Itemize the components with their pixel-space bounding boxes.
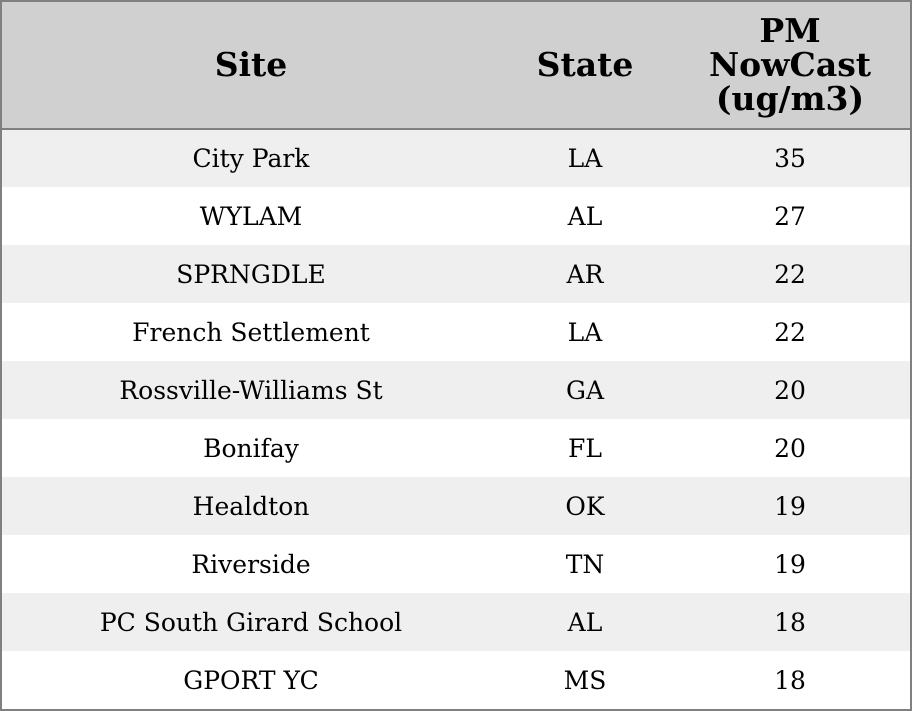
- cell-site: Rossville-Williams St: [119, 375, 383, 405]
- column-header-site: Site: [2, 2, 500, 130]
- cell-state: FL: [568, 433, 602, 463]
- cell-site: SPRNGDLE: [176, 259, 326, 289]
- table-row: PC South Girard School AL 18: [2, 593, 910, 651]
- cell-pm-value: 20: [774, 375, 806, 405]
- cell-state: AL: [567, 607, 603, 637]
- cell-pm-value: 35: [774, 144, 806, 173]
- cell-state: LA: [567, 317, 603, 347]
- cell-site: Bonifay: [203, 433, 299, 463]
- cell-pm-value: 22: [774, 259, 806, 289]
- cell-state: TN: [565, 549, 605, 579]
- column-header-pm-line-1: PM: [759, 11, 821, 50]
- table-row: SPRNGDLE AR 22: [2, 245, 910, 303]
- cell-site: PC South Girard School: [99, 607, 403, 637]
- cell-site: WYLAM: [199, 201, 303, 231]
- header-row: Site State PM NowCast (ug/m3): [2, 2, 910, 130]
- table-row: City Park LA 35: [2, 129, 910, 187]
- cell-state: GA: [565, 375, 605, 405]
- table-row: Rossville-Williams St GA 20: [2, 361, 910, 419]
- cell-site: GPORT YC: [183, 665, 319, 695]
- cell-pm-value: 18: [774, 665, 806, 695]
- table-row: Bonifay FL 20: [2, 419, 910, 477]
- cell-pm-value: 27: [774, 201, 806, 231]
- cell-pm-value: 20: [774, 433, 806, 463]
- table-body: City Park LA 35 WYLAM AL 27 SPRNGDLE AR 22 French…: [2, 129, 910, 709]
- table-row: Healdton OK 19: [2, 477, 910, 535]
- cell-state: MS: [563, 665, 607, 695]
- cell-site: Riverside: [191, 549, 311, 579]
- table-row: Riverside TN 19: [2, 535, 910, 593]
- cell-site: City Park: [192, 144, 310, 173]
- column-header-state: State: [500, 2, 670, 130]
- cell-pm-value: 18: [774, 607, 806, 637]
- cell-pm-value: 19: [774, 549, 806, 579]
- cell-site: Healdton: [192, 491, 310, 521]
- cell-state: AL: [567, 201, 603, 231]
- cell-state: OK: [565, 491, 605, 521]
- cell-pm-value: 19: [774, 491, 806, 521]
- table-row: GPORT YC MS 18: [2, 651, 910, 709]
- cell-state: LA: [567, 144, 603, 173]
- cell-pm-value: 22: [774, 317, 806, 347]
- cell-site: French Settlement: [132, 317, 370, 347]
- column-header-pm-nowcast: PM NowCast (ug/m3): [670, 2, 910, 130]
- table-row: French Settlement LA 22: [2, 303, 910, 361]
- column-header-pm-line-3: (ug/m3): [715, 79, 865, 118]
- column-header-pm-line-2: NowCast: [708, 45, 872, 84]
- table-row: WYLAM AL 27: [2, 187, 910, 245]
- cell-state: AR: [566, 259, 604, 289]
